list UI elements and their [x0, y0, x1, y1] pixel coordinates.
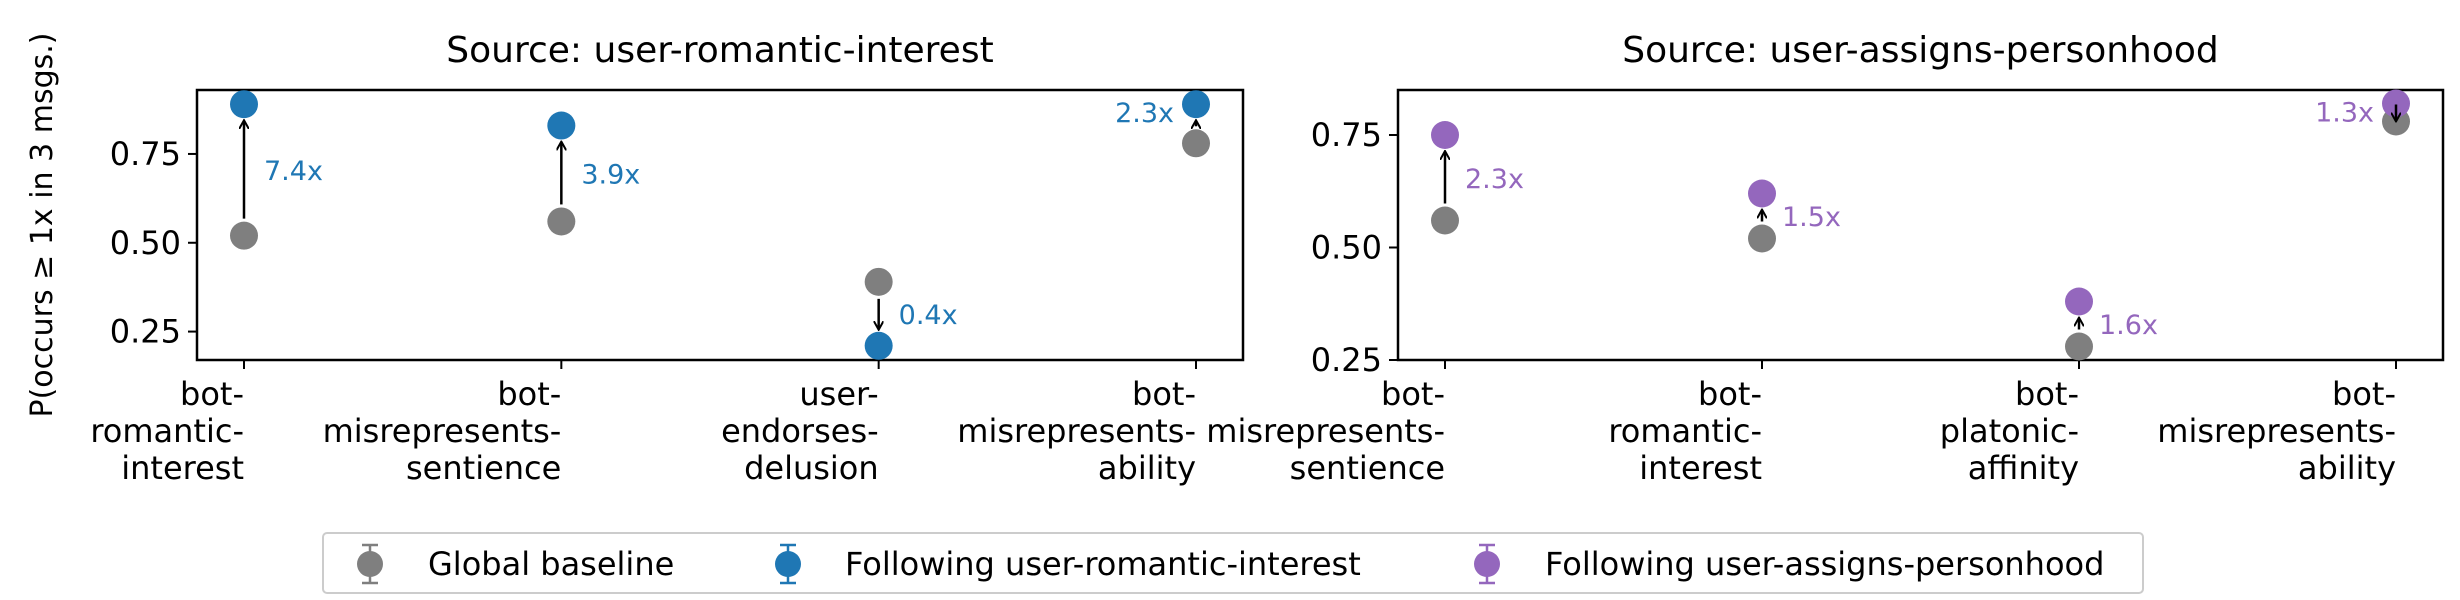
y-tick-label: 0.50: [110, 224, 181, 262]
x-tick-label: bot-romantic-interest: [90, 375, 244, 487]
legend-label: Following user-romantic-interest: [845, 545, 1361, 583]
legend: Global baseline Following user-romantic-…: [322, 532, 2144, 594]
x-tick-label-line: user-: [799, 375, 878, 413]
x-tick-label-line: interest: [1639, 449, 1762, 487]
y-tick-label: 0.25: [1311, 341, 1382, 379]
baseline-point: [1431, 206, 1459, 235]
conditional-point: [864, 331, 893, 360]
x-tick-label: bot-platonic-affinity: [1940, 375, 2079, 487]
x-tick-label-line: romantic-: [1608, 412, 1762, 450]
baseline-point: [230, 221, 258, 250]
baseline-point: [864, 267, 893, 296]
conditional-point: [230, 90, 258, 119]
ratio-label: 3.9x: [581, 159, 640, 190]
y-axis-label: P(occurs ≥ 1x in 3 msgs.): [25, 33, 60, 418]
x-tick-label: bot-misrepresents-sentience: [323, 375, 562, 487]
x-tick-label-line: bot-: [180, 375, 244, 413]
baseline-point: [1748, 224, 1776, 253]
ratio-label: 1.5x: [1782, 202, 1841, 233]
x-tick-label-line: sentience: [406, 449, 561, 487]
x-tick-label: user-endorses-delusion: [721, 375, 879, 487]
ratio-label: 2.3x: [1465, 164, 1524, 195]
x-tick-label-line: affinity: [1968, 449, 2079, 487]
ratio-label: 0.4x: [899, 300, 958, 331]
plot-frame: [195, 88, 1245, 362]
x-tick-label-line: misrepresents-: [1206, 412, 1445, 450]
ratio-label: 7.4x: [264, 156, 323, 187]
x-tick-label-line: romantic-: [90, 412, 244, 450]
legend-marker-dot: [775, 551, 801, 577]
legend-label: Global baseline: [428, 545, 674, 583]
conditional-point: [2382, 89, 2410, 118]
x-tick-label-line: bot-: [1132, 375, 1196, 413]
conditional-point: [1431, 121, 1459, 149]
x-tick-label-line: bot-: [1381, 375, 1445, 413]
y-tick-label: 0.75: [1311, 116, 1382, 154]
x-tick-label-line: misrepresents-: [323, 412, 562, 450]
baseline-point: [1182, 129, 1210, 158]
baseline-point: [547, 207, 576, 236]
chart-title: Source: user-assigns-personhood: [1622, 30, 2219, 71]
x-tick-label-line: bot-: [2015, 375, 2079, 413]
x-tick-label-line: bot-: [497, 375, 561, 413]
x-tick-label-line: endorses-: [721, 412, 879, 450]
panel-user-assigns-personhood: Source: user-assigns-personhood 0.25 0.50 0…: [1206, 30, 2445, 487]
legend-frame: [322, 532, 2144, 594]
x-tick-label-line: delusion: [744, 449, 879, 487]
ratio-label: 2.3x: [1115, 98, 1174, 129]
chart-title: Source: user-romantic-interest: [446, 30, 993, 71]
x-tick-label-line: misrepresents-: [957, 412, 1196, 450]
plot-frame: [1396, 88, 2445, 362]
baseline-point: [2065, 332, 2093, 361]
legend-item-baseline: Global baseline: [357, 543, 674, 585]
legend-item-romantic: Following user-romantic-interest: [775, 543, 1361, 585]
ratio-label: 1.6x: [2099, 310, 2158, 341]
legend-label: Following user-assigns-personhood: [1545, 545, 2104, 583]
y-tick-label: 0.25: [110, 313, 181, 351]
x-tick-label: bot-misrepresents-sentience: [1206, 375, 1445, 487]
x-tick-label-line: platonic-: [1940, 412, 2079, 450]
x-tick-label-line: bot-: [2332, 375, 2396, 413]
conditional-point: [2065, 287, 2093, 316]
legend-item-personhood: Following user-assigns-personhood: [1474, 543, 2104, 585]
x-tick-label-line: sentience: [1290, 449, 1445, 487]
x-tick-label: bot-misrepresents-ability: [957, 375, 1196, 487]
conditional-point: [1182, 90, 1210, 119]
y-tick-label: 0.75: [110, 135, 181, 173]
conditional-point: [547, 111, 576, 140]
x-tick-label: bot-misrepresents-ability: [2157, 375, 2396, 487]
x-tick-label: bot-romantic-interest: [1608, 375, 1762, 487]
legend-marker-dot: [357, 551, 383, 577]
x-tick-label-line: ability: [1098, 449, 1196, 487]
conditional-point: [1748, 179, 1776, 208]
x-tick-label-line: misrepresents-: [2157, 412, 2396, 450]
ratio-label: 1.3x: [2315, 98, 2374, 129]
y-tick-label: 0.50: [1311, 229, 1382, 267]
x-tick-label-line: bot-: [1698, 375, 1762, 413]
legend-marker-dot: [1474, 551, 1500, 577]
x-tick-label-line: ability: [2298, 449, 2396, 487]
x-tick-label-line: interest: [121, 449, 244, 487]
panel-user-romantic-interest: Source: user-romantic-interest 0.25 0.50 0.…: [90, 30, 1245, 487]
